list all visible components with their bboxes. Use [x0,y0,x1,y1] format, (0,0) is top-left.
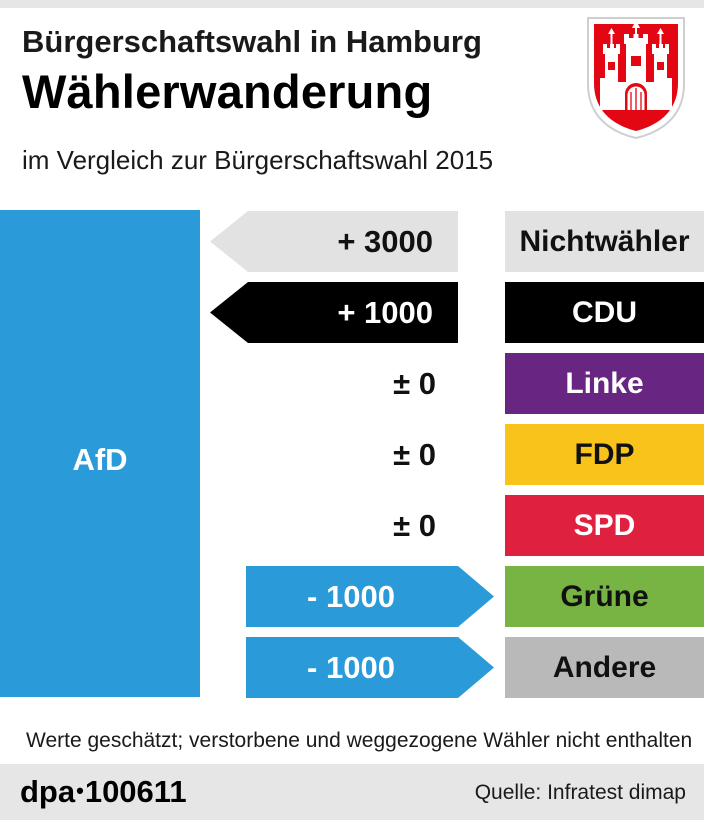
supertitle: Bürgerschaftswahl in Hamburg [22,24,482,59]
source-credit: Quelle: Infratest dimap [474,781,686,804]
brand-number: 100611 [84,774,187,809]
party-label-linke: Linke [505,353,704,414]
party-label-cdu: CDU [505,282,704,343]
row-linke: ± 0 Linke [0,353,704,414]
afd-label: AfD [72,442,128,477]
value-nichtwaehler: + 3000 [337,224,433,259]
dpa-brand: dpa•100611 [20,774,187,810]
brand-prefix: dpa [20,774,76,809]
subtitle: im Vergleich zur Bürgerschaftswahl 2015 [22,145,494,175]
value-spd: ± 0 [393,508,436,543]
afd-bar: AfD [0,210,200,697]
value-linke: ± 0 [393,366,436,401]
arrow-gain-nichtwaehler [210,211,458,272]
value-fdp: ± 0 [393,437,436,472]
page-title: Wählerwanderung [22,65,433,118]
footer-bar: dpa•100611 Quelle: Infratest dimap [0,764,704,820]
row-gruene: - 1000 Grüne [0,566,704,627]
arrow-gain-cdu [210,282,458,343]
value-andere: - 1000 [307,650,395,685]
row-fdp: ± 0 FDP [0,424,704,485]
hamburg-coat-of-arms-icon [587,17,685,140]
party-label-fdp: FDP [505,424,704,485]
arrow-loss-andere [246,637,494,698]
party-label-gruene: Grüne [505,566,704,627]
row-andere: - 1000 Andere [0,637,704,698]
arrow-loss-gruene [246,566,494,627]
row-cdu: + 1000 CDU [0,282,704,343]
top-band [0,0,704,8]
value-gruene: - 1000 [307,579,395,614]
value-cdu: + 1000 [337,295,433,330]
row-spd: ± 0 SPD [0,495,704,556]
party-label-andere: Andere [505,637,704,698]
party-label-spd: SPD [505,495,704,556]
party-label-nichtwaehler: Nichtwähler [505,211,704,272]
brand-dot: • [76,778,84,803]
footnote: Werte geschätzt; verstorbene und weggezo… [26,729,693,752]
row-nichtwaehler: + 3000 Nichtwähler [0,211,704,272]
